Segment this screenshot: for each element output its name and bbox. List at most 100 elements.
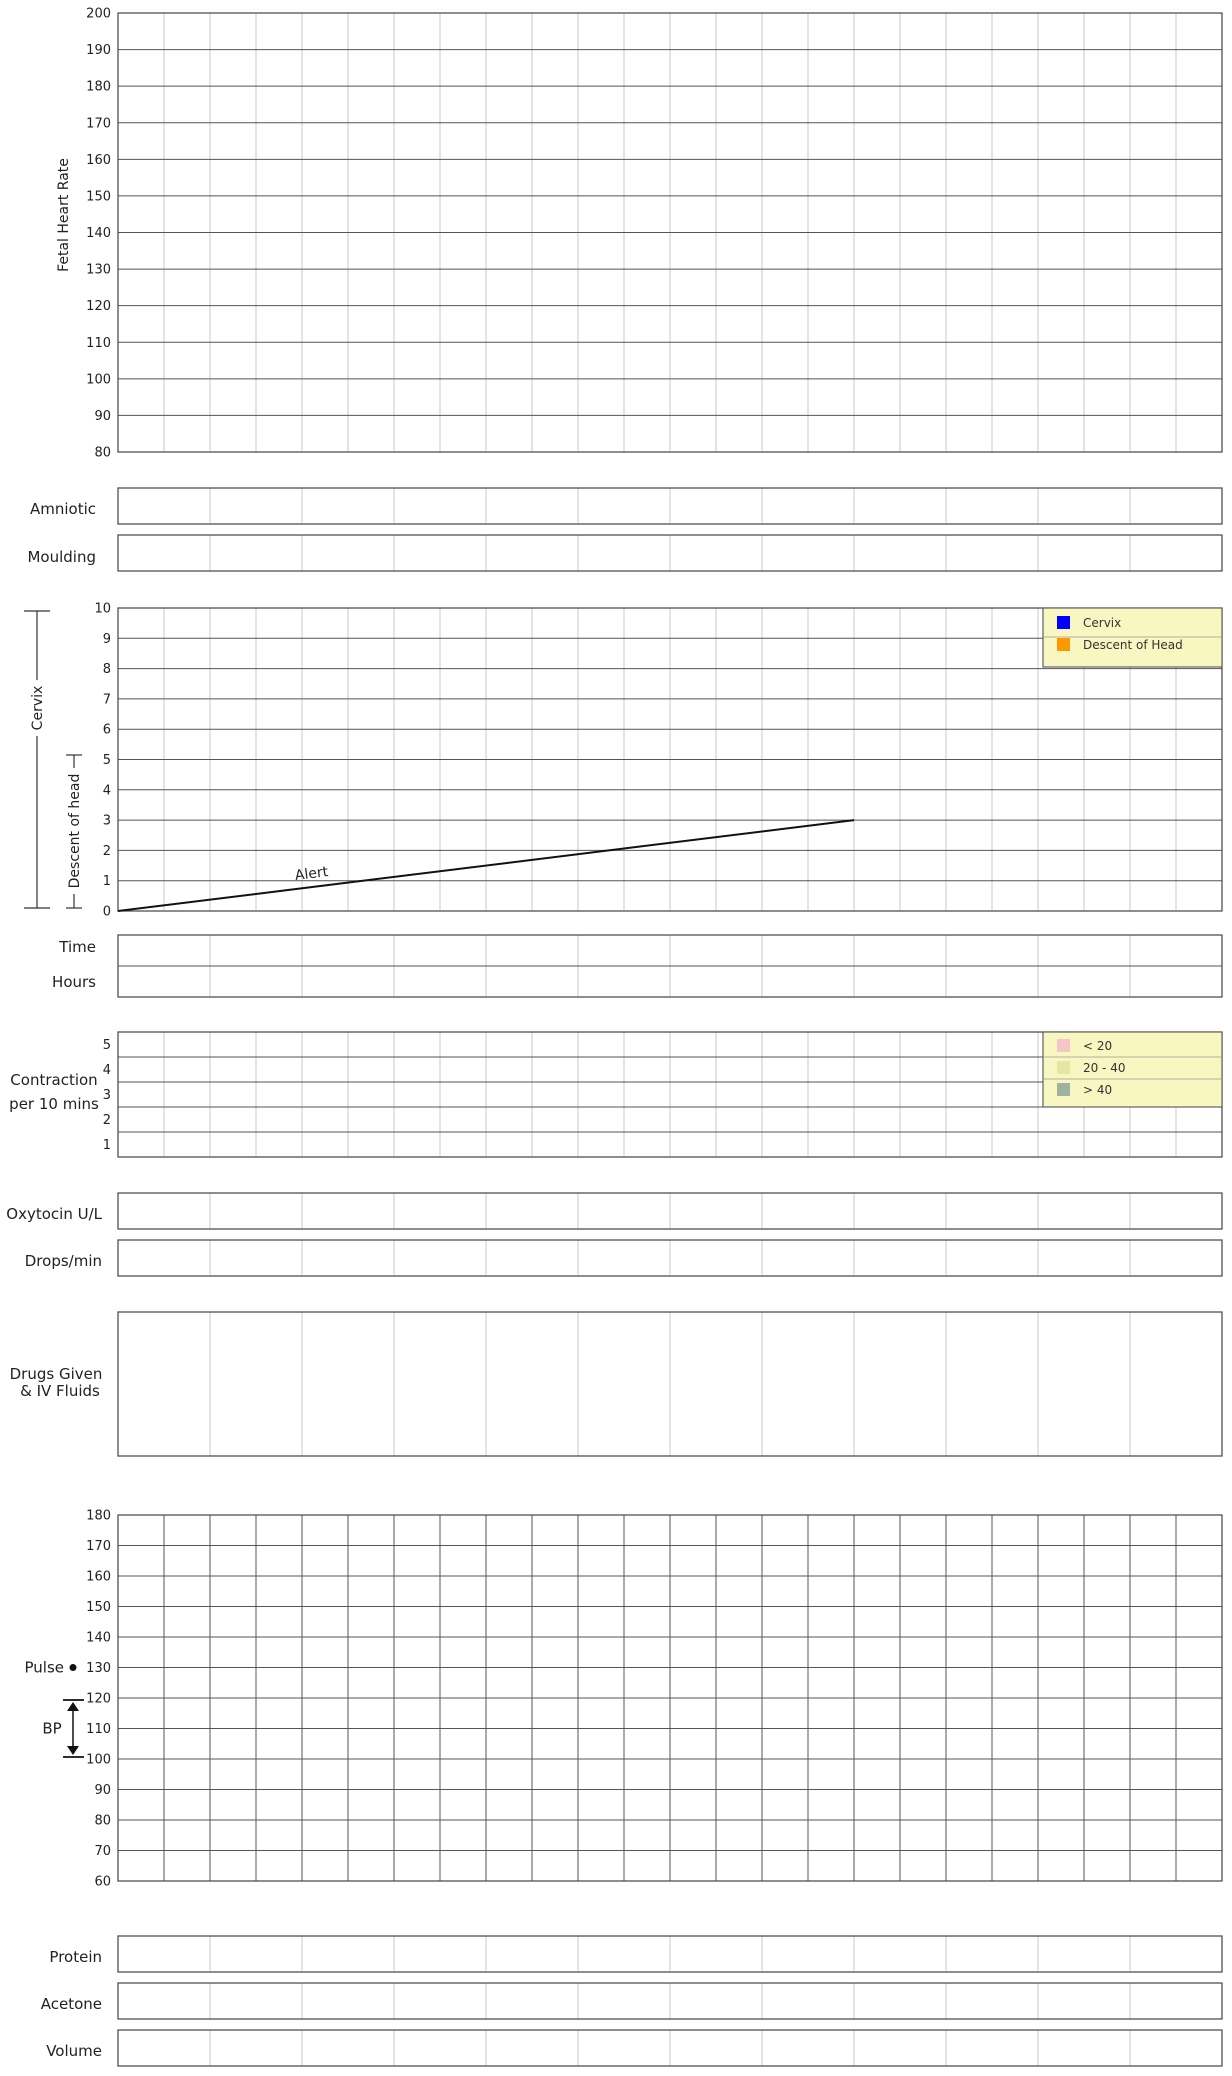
pulse-y-tick: 60 <box>94 1875 111 1890</box>
protein-row <box>117 1935 1223 1973</box>
row-border <box>117 487 1223 525</box>
pulse-y-tick: 160 <box>86 1570 111 1585</box>
plot-border <box>117 12 1223 453</box>
cervix-y-tick: 0 <box>103 905 111 920</box>
cervicograph-grid <box>117 607 1223 912</box>
row-border <box>117 1192 1223 1230</box>
contraction-y-tick: 4 <box>103 1063 111 1078</box>
amniotic-row <box>117 487 1223 525</box>
legend-label: Cervix <box>1083 616 1121 630</box>
pulse-y-tick: 180 <box>86 1509 111 1524</box>
cervix-y-tick: 4 <box>103 783 111 798</box>
contraction-label-1: Contraction <box>10 1071 97 1089</box>
fhr-y-tick: 110 <box>86 336 111 351</box>
drops-row <box>117 1239 1223 1277</box>
cervix-y-tick: 9 <box>103 632 111 647</box>
legend-swatch <box>1057 616 1070 629</box>
drops-label: Drops/min <box>25 1252 102 1270</box>
cervix-label-bg <box>29 680 45 736</box>
hours-label: Hours <box>52 973 96 991</box>
protein-label: Protein <box>49 1948 102 1966</box>
acetone-label: Acetone <box>41 1995 102 2013</box>
row-border <box>117 534 1223 572</box>
legend-label: < 20 <box>1083 1039 1112 1053</box>
fhr-y-tick: 130 <box>86 263 111 278</box>
contraction-label-2: per 10 mins <box>9 1095 99 1113</box>
fhr-y-tick: 200 <box>86 7 111 22</box>
row-border <box>117 1239 1223 1277</box>
legend-swatch <box>1057 1061 1070 1074</box>
legend-swatch <box>1057 1039 1070 1052</box>
fhr-y-tick: 100 <box>86 372 111 387</box>
fhr-y-tick: 80 <box>94 446 111 461</box>
fhr-y-tick: 90 <box>94 409 111 424</box>
bp-arrow-down-icon <box>67 1746 79 1755</box>
bp-label: BP <box>42 1720 61 1738</box>
fhr-ylabel: Fetal Heart Rate <box>56 158 72 272</box>
fhr-y-tick: 180 <box>86 80 111 95</box>
pulse-y-tick: 100 <box>86 1753 111 1768</box>
pulse-bp-grid <box>117 1514 1223 1882</box>
row-border <box>117 1311 1223 1457</box>
pulse-y-tick: 90 <box>94 1783 111 1798</box>
fhr-y-tick: 190 <box>86 43 111 58</box>
legend-swatch <box>1057 638 1070 651</box>
descent-label: Descent of head <box>67 774 83 889</box>
pulse-y-tick: 150 <box>86 1600 111 1615</box>
fhr-y-tick: 170 <box>86 116 111 131</box>
oxytocin-label: Oxytocin U/L <box>6 1205 102 1223</box>
fhr-y-tick: 120 <box>86 299 111 314</box>
pulse-y-tick: 120 <box>86 1692 111 1707</box>
cervix-y-tick: 5 <box>103 753 111 768</box>
fhr-y-tick: 140 <box>86 226 111 241</box>
row-border <box>117 2029 1223 2067</box>
amniotic-label: Amniotic <box>30 500 96 518</box>
pulse-y-tick: 70 <box>94 1844 111 1859</box>
legend-swatch <box>1057 1083 1070 1096</box>
plot-border <box>117 1514 1223 1882</box>
fhr-y-tick: 150 <box>86 189 111 204</box>
legend-label: 20 - 40 <box>1083 1061 1126 1075</box>
cervix-y-tick: 2 <box>103 844 111 859</box>
bp-arrow-up-icon <box>67 1702 79 1711</box>
drugs-row <box>117 1311 1223 1457</box>
legend-label: > 40 <box>1083 1083 1112 1097</box>
pulse-y-tick: 130 <box>86 1661 111 1676</box>
plot-border <box>117 607 1223 912</box>
acetone-row <box>117 1982 1223 2020</box>
contraction-y-tick: 1 <box>103 1138 111 1153</box>
contraction-legend <box>1042 1031 1223 1108</box>
cervix-y-tick: 10 <box>94 602 111 617</box>
contraction-y-tick: 2 <box>103 1113 111 1128</box>
pulse-y-tick: 110 <box>86 1722 111 1737</box>
pulse-label: Pulse <box>25 1659 65 1677</box>
contraction-y-tick: 3 <box>103 1088 111 1103</box>
drugs-label-1: Drugs Given <box>10 1365 103 1383</box>
moulding-row <box>117 534 1223 572</box>
volume-row <box>117 2029 1223 2067</box>
cervix-y-tick: 6 <box>103 723 111 738</box>
legend-label: Descent of Head <box>1083 638 1183 652</box>
descent-label-bg <box>66 768 82 894</box>
pulse-y-tick: 140 <box>86 1631 111 1646</box>
pulse-marker <box>69 1664 77 1671</box>
fhr-grid <box>117 12 1223 453</box>
cervix-label: Cervix <box>30 686 46 731</box>
cervix-y-tick: 7 <box>103 692 111 707</box>
legend-box <box>1042 607 1223 668</box>
alert-line <box>117 819 855 912</box>
pulse-y-tick: 170 <box>86 1539 111 1554</box>
row-border <box>117 1982 1223 2020</box>
cervicograph-legend <box>1042 607 1223 668</box>
row-border <box>117 1935 1223 1973</box>
pulse-y-tick: 80 <box>94 1814 111 1829</box>
fhr-y-tick: 160 <box>86 153 111 168</box>
cervix-y-tick: 3 <box>103 814 111 829</box>
cervix-y-tick: 1 <box>103 874 111 889</box>
oxytocin-row <box>117 1192 1223 1230</box>
alert-label: Alert <box>294 864 330 884</box>
legend-box <box>1042 1031 1223 1108</box>
volume-label: Volume <box>46 2042 102 2060</box>
moulding-label: Moulding <box>27 548 96 566</box>
